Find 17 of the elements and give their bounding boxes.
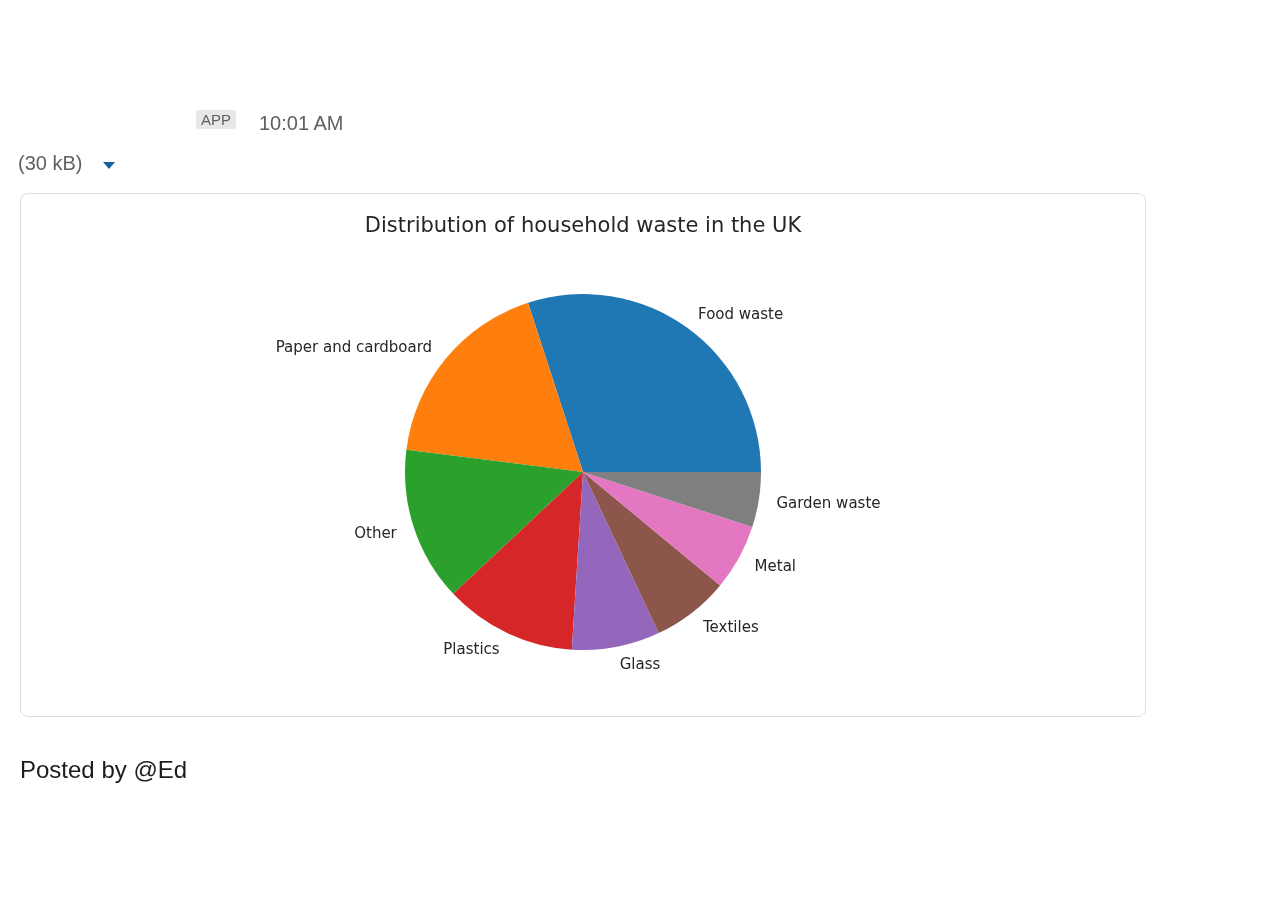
pie-slice	[405, 449, 583, 594]
slice-label: Paper and cardboard	[275, 338, 433, 357]
slice-label: Food waste	[698, 304, 784, 323]
pie-slice	[583, 472, 753, 586]
pie-slice	[583, 472, 761, 528]
slice-label: Metal	[754, 557, 796, 576]
pie-slice	[571, 472, 659, 650]
slice-label: Glass	[619, 655, 661, 674]
chart-title: Distribution of household waste in the UK	[363, 213, 803, 237]
text: (30 kB)	[18, 152, 83, 175]
slice-label: Plastics	[443, 640, 500, 659]
slice-label: Textiles	[702, 617, 759, 636]
text: APP	[196, 110, 237, 129]
text: Posted by @Ed	[20, 756, 188, 784]
slice-label: Other	[354, 523, 398, 542]
text: 10:01 AM	[259, 112, 344, 135]
slice-label: Garden waste	[776, 493, 881, 512]
